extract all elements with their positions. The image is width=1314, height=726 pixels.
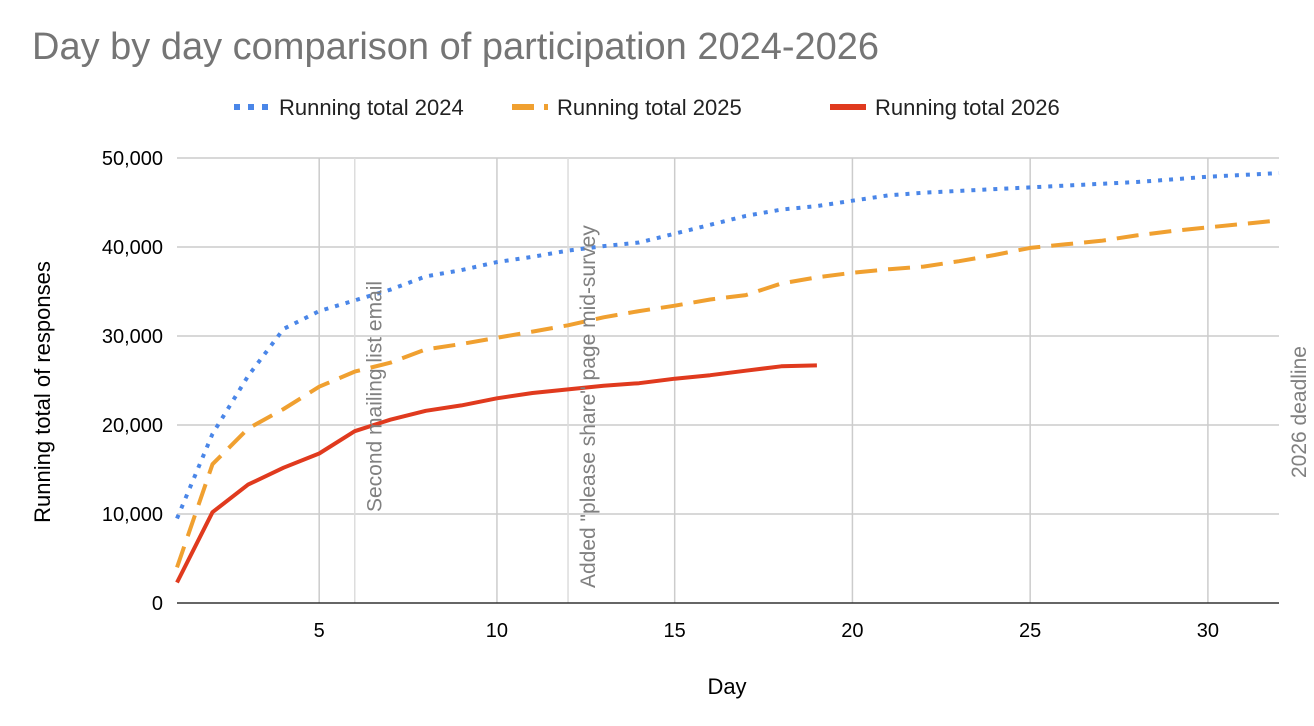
- annotation-lines: [353, 158, 569, 603]
- series-line-3: [175, 363, 817, 584]
- x-tick-label: 20: [841, 620, 863, 642]
- axes: 0 10,000 20,000 30,000 40,000 50,000 5 10 15 20 25…: [102, 148, 1279, 642]
- legend-label-2: Running total 2025: [557, 95, 742, 120]
- x-tick-label: 30: [1197, 620, 1219, 642]
- x-tick-label: 15: [664, 620, 686, 642]
- x-tick-label: 25: [1019, 620, 1041, 642]
- series-line-1: [175, 171, 1280, 520]
- annotation-labels: Second mailing list email Added "please s…: [364, 225, 1311, 588]
- chart-title: Day by day comparison of participation 2…: [32, 26, 880, 68]
- series-lines: [175, 171, 1280, 584]
- y-tick-label: 20,000: [102, 415, 163, 437]
- y-tick-label: 30,000: [102, 326, 163, 348]
- y-axis-title: Running total of responses: [30, 261, 55, 523]
- legend: Running total 2024 Running total 2025 Runn…: [234, 95, 1060, 120]
- y-tick-label: 10,000: [102, 504, 163, 526]
- annotation-label: 2026 deadline: [1288, 346, 1311, 478]
- y-tick-label: 0: [152, 593, 163, 615]
- annotation-label: Second mailing list email: [364, 281, 387, 512]
- y-tick-label: 50,000: [102, 148, 163, 170]
- annotation-label: Added "please share" page mid-survey: [577, 225, 600, 588]
- legend-label-1: Running total 2024: [279, 95, 464, 120]
- x-tick-label: 5: [314, 620, 325, 642]
- x-axis-title: Day: [707, 674, 746, 699]
- series-line-2: [175, 218, 1280, 569]
- x-tick-label: 10: [486, 620, 508, 642]
- gridlines: [177, 157, 1279, 603]
- legend-label-3: Running total 2026: [875, 95, 1060, 120]
- y-tick-label: 40,000: [102, 237, 163, 259]
